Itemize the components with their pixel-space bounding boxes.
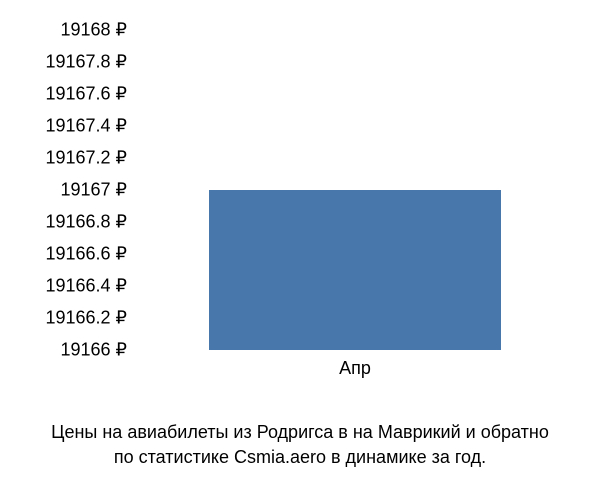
y-tick-label: 19167.4 ₽ — [0, 116, 127, 137]
y-tick-label: 19167 ₽ — [0, 180, 127, 201]
plot-area — [140, 30, 570, 350]
y-tick-label: 19166.8 ₽ — [0, 212, 127, 233]
chart-caption: Цены на авиабилеты из Родригса в на Мавр… — [0, 420, 600, 470]
y-tick-label: 19167.8 ₽ — [0, 52, 127, 73]
caption-line-1: Цены на авиабилеты из Родригса в на Мавр… — [51, 422, 549, 442]
y-tick-label: 19167.6 ₽ — [0, 84, 127, 105]
y-tick-label: 19168 ₽ — [0, 20, 127, 41]
x-axis: Апр — [140, 358, 570, 388]
chart-area: 19168 ₽ 19167.8 ₽ 19167.6 ₽ 19167.4 ₽ 19167.… — [0, 0, 600, 420]
y-axis: 19168 ₽19167.8 ₽19167.6 ₽19167.4 ₽19167.… — [0, 30, 135, 350]
y-tick-label: 19166.2 ₽ — [0, 308, 127, 329]
y-tick-label: 19166.6 ₽ — [0, 244, 127, 265]
caption-line-2: по статистике Csmia.aero в динамике за г… — [114, 447, 486, 467]
y-tick-label: 19166.4 ₽ — [0, 276, 127, 297]
x-tick-label: Апр — [339, 358, 371, 379]
bar — [209, 190, 501, 350]
y-tick-label: 19166 ₽ — [0, 340, 127, 361]
y-tick-label: 19167.2 ₽ — [0, 148, 127, 169]
